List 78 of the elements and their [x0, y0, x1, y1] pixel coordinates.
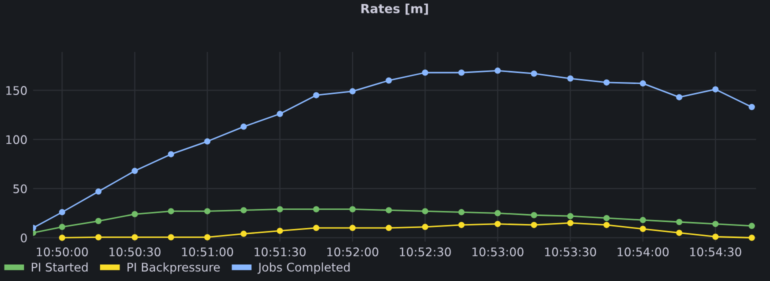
x-tick-label: 10:52:00	[327, 247, 378, 256]
x-tick-label: 10:53:30	[545, 247, 596, 256]
x-tick-label: 10:50:30	[110, 247, 160, 256]
x-tick-label: 10:54:30	[690, 247, 742, 256]
point	[530, 70, 538, 77]
point	[676, 94, 682, 100]
point	[603, 79, 610, 86]
point	[530, 222, 538, 228]
point	[168, 234, 174, 240]
point	[640, 216, 646, 224]
point	[313, 92, 320, 98]
point	[168, 151, 174, 158]
legend-label: PI Backpressure	[128, 262, 220, 274]
point	[567, 212, 574, 220]
point	[458, 209, 465, 216]
point	[494, 68, 501, 74]
x-tick-label: 10:51:00	[182, 247, 234, 256]
point	[386, 77, 392, 84]
point	[204, 234, 210, 240]
point	[276, 110, 284, 118]
x-tick-label: 10:53:00	[472, 247, 524, 256]
point	[349, 224, 356, 232]
point	[748, 222, 755, 230]
point	[349, 88, 356, 94]
point	[458, 222, 465, 228]
point	[240, 207, 247, 214]
x-tick-label: 10:51:30	[254, 247, 306, 256]
point	[204, 208, 210, 214]
point	[95, 234, 102, 240]
point	[58, 224, 66, 230]
point	[276, 206, 284, 212]
point	[712, 234, 719, 240]
point	[603, 214, 610, 222]
point	[494, 210, 501, 216]
point	[313, 224, 320, 232]
point	[712, 86, 719, 92]
point	[640, 226, 646, 232]
point	[422, 208, 428, 214]
point	[95, 188, 102, 195]
point	[58, 234, 66, 241]
point	[422, 224, 428, 230]
y-tick-label: 100	[6, 135, 27, 144]
point	[567, 75, 574, 82]
point	[313, 206, 320, 212]
point	[640, 80, 646, 87]
x-tick-label: 10:50:00	[36, 247, 88, 256]
point	[676, 230, 682, 236]
y-tick-label: 50	[13, 184, 27, 194]
point	[567, 220, 574, 226]
point	[132, 168, 138, 174]
point	[276, 228, 284, 234]
x-tick-label: 10:54:00	[618, 247, 669, 256]
point	[603, 222, 610, 228]
point	[494, 220, 501, 228]
chart-title: Rates [m]	[361, 4, 428, 15]
point	[95, 218, 102, 224]
y-tick-label: 0	[20, 233, 27, 242]
point	[676, 218, 682, 226]
point	[132, 211, 138, 218]
point	[386, 207, 392, 214]
point	[458, 70, 465, 76]
point	[168, 208, 174, 214]
legend-label: Jobs Completed	[258, 262, 350, 274]
y-tick-label: 150	[6, 86, 27, 95]
point	[422, 70, 428, 76]
point	[58, 209, 66, 216]
legend-label: PI Started	[32, 262, 88, 272]
point	[712, 220, 719, 228]
point	[204, 138, 210, 145]
point	[349, 206, 356, 212]
x-tick-label: 10:52:30	[400, 247, 451, 256]
point	[386, 224, 392, 232]
point	[748, 104, 755, 110]
point	[748, 234, 755, 241]
point	[240, 124, 247, 130]
point	[132, 234, 138, 240]
point	[240, 230, 247, 237]
point	[530, 212, 538, 218]
